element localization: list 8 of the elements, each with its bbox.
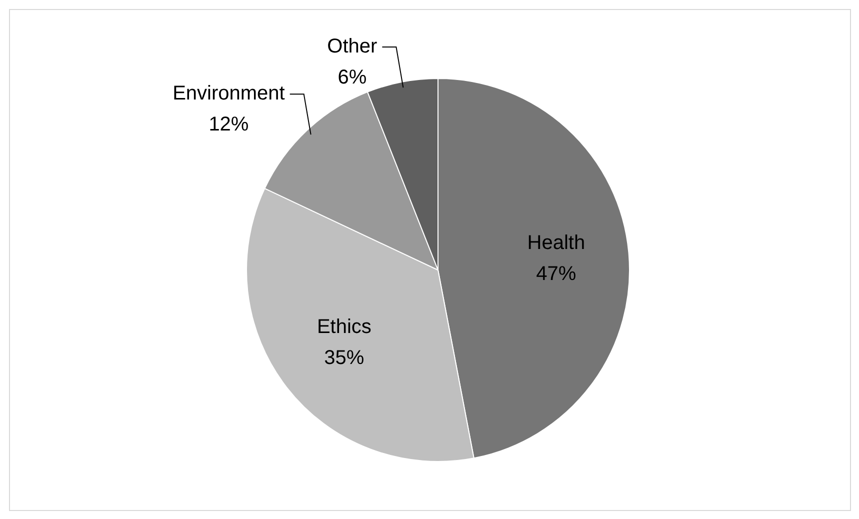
data-label: 47% <box>536 262 576 285</box>
data-label: 6% <box>338 66 367 89</box>
data-label: 12% <box>208 114 249 136</box>
data-label: 35% <box>324 346 364 369</box>
slice-label: Environment <box>172 82 286 105</box>
slice-label: Other <box>327 36 378 58</box>
slice-label: Ethics <box>316 316 372 338</box>
slice-label: Health <box>527 232 586 254</box>
